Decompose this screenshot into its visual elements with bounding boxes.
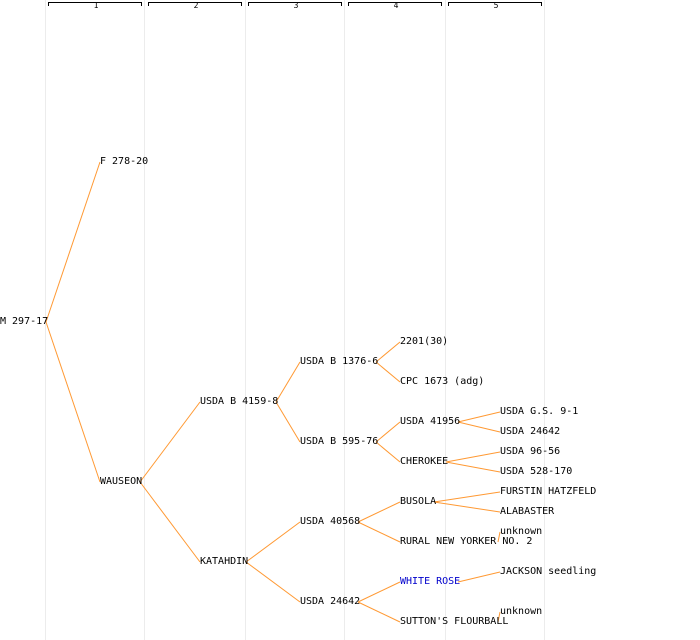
generation-number: 1 xyxy=(93,1,99,10)
generation-column-4 xyxy=(345,0,443,640)
pedigree-node: CPC 1673 (adg) xyxy=(400,376,485,387)
generation-number: 3 xyxy=(293,1,299,10)
pedigree-connector xyxy=(45,161,101,323)
pedigree-connector xyxy=(275,401,301,443)
pedigree-connector xyxy=(433,501,501,513)
pedigree-connector xyxy=(45,321,101,483)
pedigree-connector xyxy=(375,421,401,443)
pedigree-node: SUTTON'S FLOURBALL xyxy=(400,616,509,627)
pedigree-node: 2201(30) xyxy=(400,336,449,347)
pedigree-node: F 278-20 xyxy=(100,156,149,167)
generation-number: 4 xyxy=(393,1,399,10)
pedigree-connector xyxy=(275,361,301,403)
pedigree-connector xyxy=(497,531,501,543)
pedigree-node: USDA 40568 xyxy=(300,516,361,527)
generation-column-1 xyxy=(45,0,145,640)
pedigree-connector xyxy=(457,421,501,433)
pedigree-connector xyxy=(375,361,401,383)
pedigree-node: USDA B 4159-8 xyxy=(200,396,279,407)
generation-column-5 xyxy=(445,0,545,640)
pedigree-connector xyxy=(445,461,501,473)
pedigree-node: USDA B 1376-6 xyxy=(300,356,379,367)
pedigree-connector xyxy=(139,401,201,483)
pedigree-connector xyxy=(245,521,301,563)
generation-bracket xyxy=(48,2,142,6)
pedigree-node: unknown xyxy=(500,606,543,617)
root-node: M 297-17 xyxy=(0,316,49,327)
pedigree-connector xyxy=(357,501,401,523)
pedigree-connector xyxy=(497,611,501,623)
pedigree-node: FURSTIN HATZFELD xyxy=(500,486,597,497)
generation-column-2 xyxy=(145,0,243,640)
pedigree-connector xyxy=(357,521,401,543)
pedigree-node: USDA B 595-76 xyxy=(300,436,379,447)
pedigree-node: KATAHDIN xyxy=(200,556,249,567)
generation-number: 2 xyxy=(193,1,199,10)
pedigree-connector xyxy=(445,451,501,463)
pedigree-connector xyxy=(457,571,501,583)
pedigree-node: USDA 528-170 xyxy=(500,466,573,477)
pedigree-connector xyxy=(433,491,501,503)
pedigree-node: USDA 41956 xyxy=(400,416,461,427)
generation-bracket xyxy=(348,2,442,6)
pedigree-connector xyxy=(375,441,401,463)
pedigree-node: CHEROKEE xyxy=(400,456,449,467)
generation-number: 5 xyxy=(493,1,499,10)
pedigree-connector xyxy=(245,561,301,603)
pedigree-node: USDA 24642 xyxy=(500,426,561,437)
generation-column-3 xyxy=(245,0,345,640)
pedigree-node: WAUSEON xyxy=(100,476,143,487)
pedigree-node: RURAL NEW YORKER NO. 2 xyxy=(400,536,533,547)
generation-bracket xyxy=(248,2,342,6)
pedigree-connector xyxy=(139,481,201,563)
pedigree-node[interactable]: WHITE ROSE xyxy=(400,576,461,587)
pedigree-node: USDA 96-56 xyxy=(500,446,561,457)
pedigree-connector xyxy=(457,411,501,423)
pedigree-connector xyxy=(357,581,401,603)
pedigree-node: unknown xyxy=(500,526,543,537)
generation-bracket xyxy=(148,2,242,6)
pedigree-node: JACKSON seedling xyxy=(500,566,597,577)
pedigree-node: USDA G.S. 9-1 xyxy=(500,406,579,417)
pedigree-connector xyxy=(375,341,401,363)
pedigree-node: USDA 24642 xyxy=(300,596,361,607)
generation-bracket xyxy=(448,2,542,6)
pedigree-connector xyxy=(357,601,401,623)
pedigree-node: BUSOLA xyxy=(400,496,437,507)
pedigree-node: ALABASTER xyxy=(500,506,555,517)
